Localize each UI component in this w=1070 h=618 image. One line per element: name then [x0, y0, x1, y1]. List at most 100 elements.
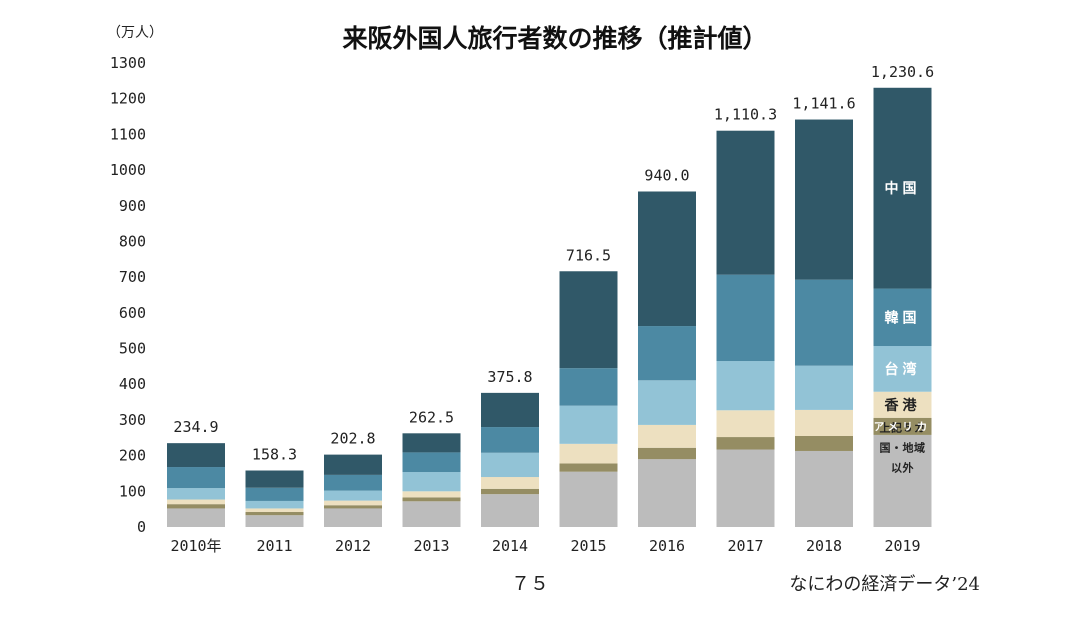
- x-tick-label: 2011: [256, 537, 292, 555]
- bar-total-label: 940.0: [644, 166, 689, 184]
- bars: [167, 87, 932, 527]
- bar-segment: [402, 491, 461, 498]
- bar-segment: [245, 515, 304, 527]
- bar-segment: [402, 452, 461, 473]
- series-label: 以外: [891, 460, 914, 474]
- y-tick-label: 1100: [110, 125, 146, 143]
- y-tick-label: 300: [119, 411, 146, 429]
- bar-segment: [324, 505, 382, 509]
- bar-segment: [638, 380, 696, 425]
- bar-segment: [481, 427, 539, 453]
- bar-segment: [324, 508, 382, 527]
- bar-segment: [481, 392, 539, 428]
- bar-segment: [795, 450, 853, 527]
- bar-segment: [559, 463, 618, 472]
- bar-segment: [873, 288, 932, 347]
- x-tick-label: 2019: [884, 537, 920, 555]
- x-tick-label: 2013: [413, 537, 449, 555]
- bar-segment: [167, 508, 225, 527]
- bar-segment: [638, 326, 696, 381]
- bar-segment: [559, 443, 618, 464]
- bar-segment: [795, 365, 853, 410]
- bar-segment: [324, 500, 382, 506]
- x-tick-label: 2010年: [170, 537, 221, 555]
- bar-segment: [716, 410, 775, 438]
- bar-segment: [245, 512, 304, 516]
- y-axis-ticks: 0 100 200 300 400 500 600 700 800 900 1000 1100 1200…: [110, 54, 146, 536]
- y-tick-label: 600: [119, 304, 146, 322]
- x-tick-label: 2016: [649, 537, 685, 555]
- bar-segment: [638, 191, 696, 327]
- bar-segment: [402, 497, 461, 502]
- bar-segment: [795, 119, 853, 280]
- bar-segment: [481, 488, 539, 495]
- bar-segment: [795, 435, 853, 451]
- bar-total-label: 234.9: [173, 418, 218, 436]
- series-label: 上記５カ: [880, 420, 926, 434]
- bar-segment: [559, 471, 618, 527]
- bar-segment: [873, 346, 932, 392]
- bar-segment: [873, 391, 932, 418]
- bar-segment: [324, 454, 382, 475]
- bar-segment: [402, 472, 461, 492]
- bar-segment: [638, 424, 696, 448]
- bar-segment: [481, 494, 539, 527]
- bar-segment: [716, 449, 775, 527]
- series-label: 香港: [884, 397, 921, 414]
- x-tick-label: 2015: [570, 537, 606, 555]
- series-label: 中国: [885, 180, 921, 197]
- bar-segment: [638, 459, 696, 527]
- bar-segment: [245, 470, 304, 488]
- bar-segment: [716, 130, 775, 275]
- bar-segment: [559, 405, 618, 444]
- bar-segment: [402, 501, 461, 527]
- y-tick-label: 700: [119, 268, 146, 286]
- bar-segment: [481, 452, 539, 478]
- bar-total-labels: 234.9 158.3 202.8 262.5 375.8 716.5 940.0 1,110…: [173, 63, 934, 464]
- x-axis-ticks: 2010年 2011 2012 2013 2014 2015 2016 2017 2018 201…: [170, 537, 920, 555]
- bar-segment: [245, 500, 304, 509]
- bar-segment: [245, 508, 304, 513]
- series-label: 台湾: [885, 361, 921, 378]
- series-label: 国・地域: [880, 440, 926, 454]
- bar-segment: [167, 467, 225, 489]
- y-tick-label: 900: [119, 197, 146, 215]
- bar-total-label: 202.8: [330, 430, 375, 448]
- bar-segment: [324, 490, 382, 501]
- bar-segment: [716, 437, 775, 450]
- bar-segment: [167, 443, 225, 468]
- x-tick-label: 2014: [492, 537, 528, 555]
- y-tick-label: 0: [137, 518, 146, 536]
- source-label: なにわの経済データ’24: [789, 574, 980, 595]
- bar-segment: [245, 487, 304, 501]
- y-tick-label: 500: [119, 340, 146, 358]
- series-label: アメリカ: [874, 421, 931, 433]
- bar-segment: [873, 434, 932, 527]
- bar-segment: [559, 271, 618, 369]
- bar-segment: [324, 474, 382, 491]
- bar-segment: [481, 477, 539, 489]
- y-tick-label: 100: [119, 482, 146, 500]
- y-tick-label: 1000: [110, 161, 146, 179]
- bar-total-label: 716.5: [566, 246, 611, 264]
- bar-segment: [873, 87, 932, 289]
- bar-segment: [402, 433, 461, 453]
- y-tick-label: 1200: [110, 90, 146, 108]
- x-tick-label: 2018: [806, 537, 842, 555]
- bar-total-label: 1,230.6: [871, 63, 934, 81]
- y-tick-label: 400: [119, 375, 146, 393]
- bar-total-label: 1,141.6: [792, 95, 855, 113]
- bar-segment: [167, 488, 225, 500]
- bar-total-label: 158.3: [252, 445, 297, 463]
- bar-segment: [638, 447, 696, 460]
- y-tick-label: 800: [119, 232, 146, 250]
- bar-segment: [559, 368, 618, 406]
- bar-segment: [795, 279, 853, 366]
- y-axis-unit-label: （万人）: [107, 25, 163, 41]
- bar-segment: [716, 274, 775, 362]
- bar-segment: [873, 417, 932, 435]
- page-number: ７５: [511, 573, 549, 595]
- bar-total-label: 262.5: [409, 408, 454, 426]
